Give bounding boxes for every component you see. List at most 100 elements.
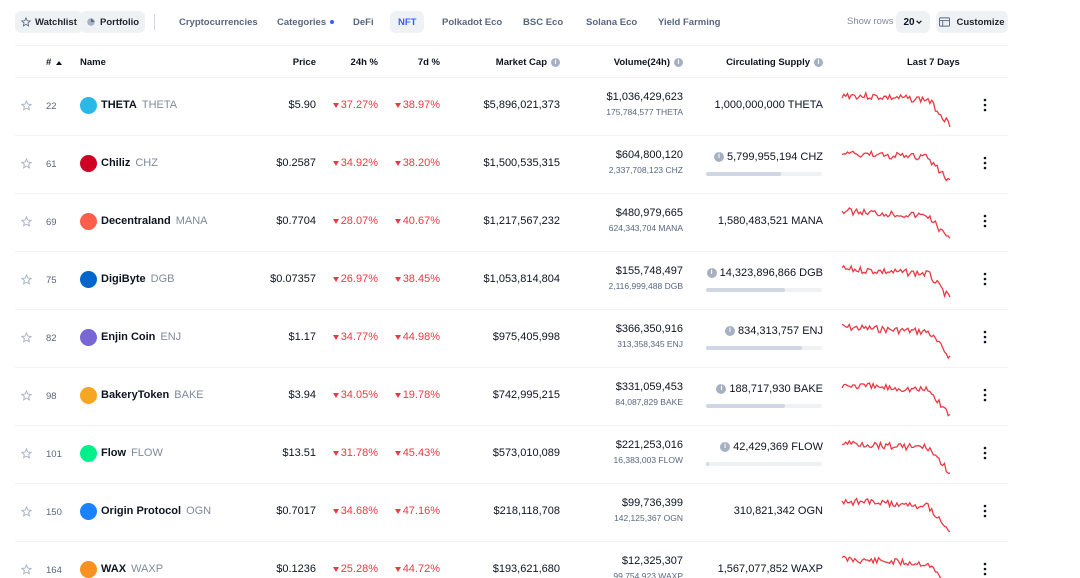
star-icon[interactable] xyxy=(21,564,32,575)
caret-down-icon xyxy=(332,392,339,398)
table-row[interactable]: 61 Chiliz CHZ $0.2587 34.92% 38.20% $1,50… xyxy=(15,136,1008,194)
info-icon[interactable]: i xyxy=(724,326,735,336)
info-icon[interactable]: i xyxy=(706,268,717,278)
info-icon[interactable]: i xyxy=(674,58,683,67)
tab-polkadot-eco[interactable]: Polkadot Eco xyxy=(442,16,503,28)
star-icon[interactable] xyxy=(21,390,32,401)
tab-cryptocurrencies[interactable]: Cryptocurrencies xyxy=(179,16,258,28)
tab-nft[interactable]: NFT xyxy=(390,11,425,33)
star-icon[interactable] xyxy=(21,274,32,285)
table-row[interactable]: 69 Decentraland MANA $0.7704 28.07% 40.67… xyxy=(15,194,1008,252)
table-row[interactable]: 75 DigiByte DGB $0.07357 26.97% 38.45% $1… xyxy=(15,252,1008,310)
caret-down-icon xyxy=(332,218,339,224)
customize-button[interactable]: Customize xyxy=(936,11,1008,33)
table-row[interactable]: 101 Flow FLOW $13.51 31.78% 45.43% $573,0… xyxy=(15,426,1008,484)
more-options-icon[interactable] xyxy=(980,156,990,170)
table-row[interactable]: 150 Origin Protocol OGN $0.7017 34.68% 47… xyxy=(15,484,1008,542)
circulating-supply: 310,821,342 OGN xyxy=(734,505,823,517)
coin-name[interactable]: Decentraland MANA xyxy=(101,215,207,227)
volume-usd[interactable]: $604,800,120 xyxy=(615,149,683,161)
coin-name-text: Decentraland xyxy=(101,215,171,227)
caret-down-icon xyxy=(332,334,339,340)
volume-usd[interactable]: $221,253,016 xyxy=(615,439,683,451)
more-options-icon[interactable] xyxy=(980,562,990,576)
rank: 69 xyxy=(46,217,57,228)
info-icon[interactable]: i xyxy=(716,384,727,394)
circulating-supply: i 5,799,955,194 CHZ xyxy=(713,151,823,163)
coin-symbol: CHZ xyxy=(135,157,158,169)
more-options-icon[interactable] xyxy=(980,388,990,402)
volume-coin: 624,343,704 MANA xyxy=(608,223,683,233)
table-row[interactable]: 22 THETA THETA $5.90 37.27% 38.97% $5,896… xyxy=(15,78,1008,136)
info-icon[interactable]: i xyxy=(814,58,823,67)
col-name[interactable]: Name xyxy=(80,57,106,68)
tab-solana-eco[interactable]: Solana Eco xyxy=(586,16,638,28)
more-options-icon[interactable] xyxy=(980,98,990,112)
rows-per-page-select[interactable]: 20 xyxy=(896,11,930,33)
portfolio-button[interactable]: Portfolio xyxy=(80,11,146,33)
rank: 101 xyxy=(46,449,62,460)
watchlist-button[interactable]: Watchlist xyxy=(15,11,83,33)
change-7d-value: 45.43% xyxy=(402,447,440,459)
sparkline-7d xyxy=(841,149,951,182)
more-options-icon[interactable] xyxy=(980,446,990,460)
change-24h: 26.97% xyxy=(332,273,378,285)
col-rank-label: # xyxy=(46,57,52,68)
star-icon[interactable] xyxy=(21,158,32,169)
coin-name[interactable]: THETA THETA xyxy=(101,99,177,111)
circulating-supply-value: 42,429,369 FLOW xyxy=(733,441,823,453)
star-icon[interactable] xyxy=(21,506,32,517)
info-icon[interactable]: i xyxy=(551,58,560,67)
coin-name[interactable]: WAX WAXP xyxy=(101,563,163,575)
star-icon[interactable] xyxy=(21,332,32,343)
volume-usd[interactable]: $155,748,497 xyxy=(615,265,683,277)
coin-name-text: BakeryToken xyxy=(101,389,170,401)
volume-usd[interactable]: $331,059,453 xyxy=(615,381,683,393)
coin-name-text: DigiByte xyxy=(101,273,146,285)
coin-name[interactable]: Chiliz CHZ xyxy=(101,157,158,169)
col-volume[interactable]: Volume(24h) i xyxy=(614,57,683,68)
change-24h-value: 34.92% xyxy=(340,157,378,169)
market-cap: $975,405,998 xyxy=(492,331,560,343)
volume-usd[interactable]: $480,979,665 xyxy=(615,207,683,219)
change-7d: 45.43% xyxy=(394,447,440,459)
coin-name[interactable]: DigiByte DGB xyxy=(101,273,174,285)
info-icon[interactable]: i xyxy=(720,442,731,452)
coin-name[interactable]: Origin Protocol OGN xyxy=(101,505,211,517)
coin-name[interactable]: Flow FLOW xyxy=(101,447,163,459)
more-options-icon[interactable] xyxy=(980,214,990,228)
change-7d-value: 40.67% xyxy=(402,215,440,227)
tab-yield-farming[interactable]: Yield Farming xyxy=(658,16,721,28)
sparkline-path xyxy=(841,555,942,578)
col-market-cap[interactable]: Market Cap i xyxy=(496,57,560,68)
info-icon[interactable]: i xyxy=(713,152,724,162)
volume-usd[interactable]: $1,036,429,623 xyxy=(606,91,683,103)
tab-defi[interactable]: DeFi xyxy=(353,16,374,28)
table-row[interactable]: 164 WAX WAXP $0.1236 25.28% 44.72% $193,6… xyxy=(15,542,1008,578)
tab-categories[interactable]: Categories xyxy=(269,11,342,33)
volume-usd[interactable]: $366,350,916 xyxy=(615,323,683,335)
coin-name[interactable]: BakeryToken BAKE xyxy=(101,389,204,401)
more-options-icon[interactable] xyxy=(980,330,990,344)
col-circulating-supply[interactable]: Circulating Supply i xyxy=(726,57,823,68)
star-icon[interactable] xyxy=(21,100,32,111)
circulating-supply-value: 1,580,483,521 MANA xyxy=(717,215,823,227)
col-price[interactable]: Price xyxy=(292,57,316,68)
col-change-24h[interactable]: 24h % xyxy=(350,57,378,68)
col-last-7-days: Last 7 Days xyxy=(907,57,960,68)
col-rank[interactable]: # xyxy=(46,57,63,68)
more-options-icon[interactable] xyxy=(980,272,990,286)
tab-bsc-eco[interactable]: BSC Eco xyxy=(523,16,564,28)
star-icon[interactable] xyxy=(21,216,32,227)
rank: 75 xyxy=(46,275,57,286)
volume-usd[interactable]: $12,325,307 xyxy=(621,555,683,567)
table-row[interactable]: 82 Enjin Coin ENJ $1.17 34.77% 44.98% $97… xyxy=(15,310,1008,368)
volume-usd[interactable]: $99,736,399 xyxy=(621,497,683,509)
coin-name[interactable]: Enjin Coin ENJ xyxy=(101,331,181,343)
rank: 98 xyxy=(46,391,57,402)
col-change-7d[interactable]: 7d % xyxy=(417,57,440,68)
volume-coin: 2,337,708,123 CHZ xyxy=(608,165,683,175)
more-options-icon[interactable] xyxy=(980,504,990,518)
table-row[interactable]: 98 BakeryToken BAKE $3.94 34.05% 19.78% $… xyxy=(15,368,1008,426)
star-icon[interactable] xyxy=(21,448,32,459)
